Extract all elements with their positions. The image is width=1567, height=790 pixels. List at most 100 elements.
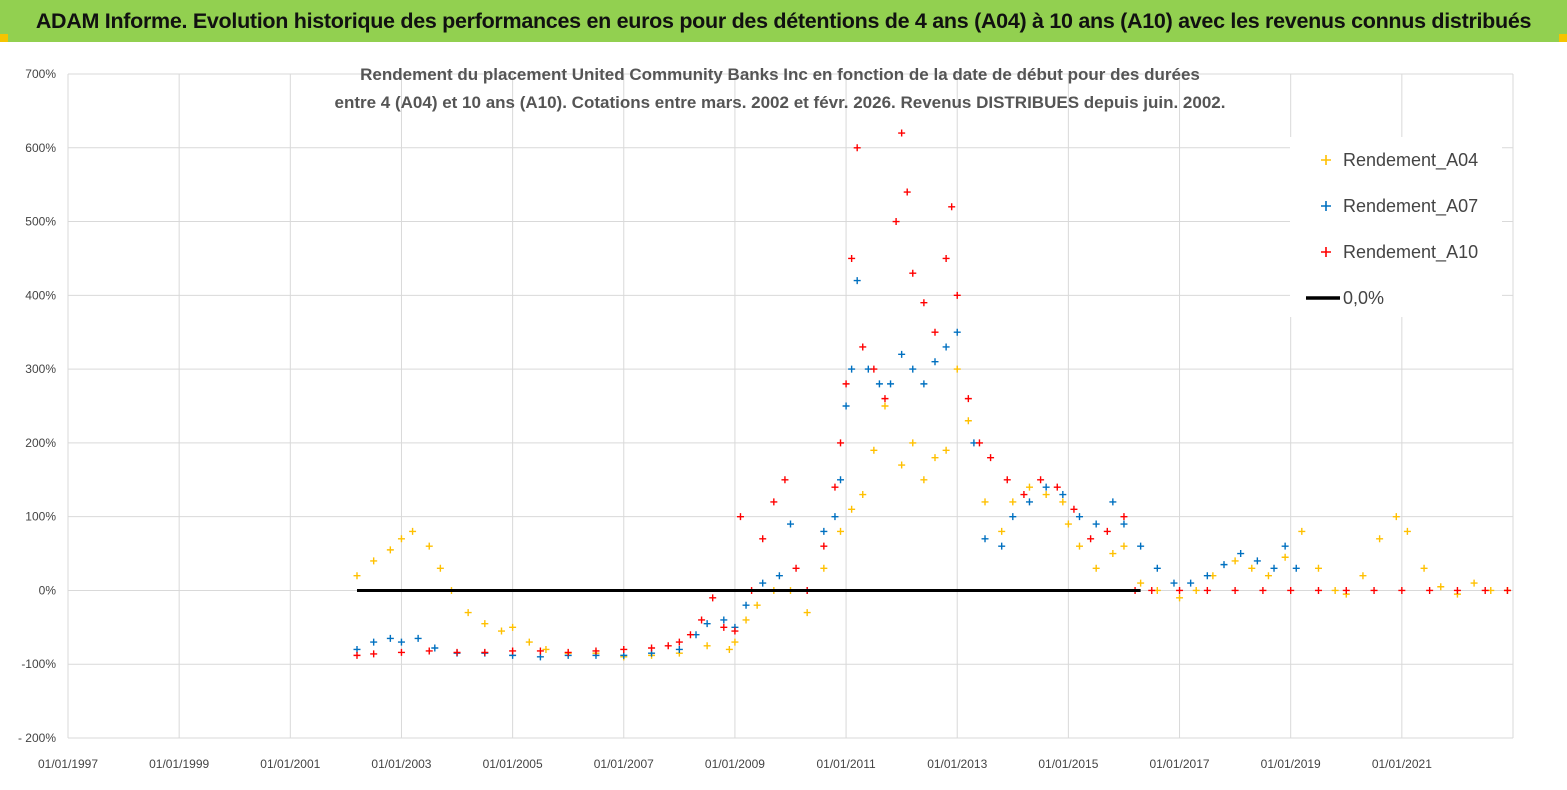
data-point (1342, 586, 1350, 594)
data-point (1231, 586, 1239, 594)
data-point (742, 616, 750, 624)
data-point (1314, 586, 1322, 594)
data-point (425, 647, 433, 655)
data-point (1025, 483, 1033, 491)
data-point (881, 402, 889, 410)
data-point (386, 546, 394, 554)
data-point (1076, 513, 1083, 521)
data-point (453, 648, 461, 656)
data-point (920, 299, 928, 307)
data-point (1103, 527, 1111, 535)
data-point (1231, 557, 1239, 565)
data-point (1287, 586, 1295, 594)
legend-label: Rendement_A10 (1343, 242, 1478, 263)
data-point (1192, 586, 1200, 594)
legend-marker-Rendement_A07 (1321, 201, 1331, 211)
data-point (898, 350, 906, 358)
data-point (698, 616, 706, 624)
x-tick-label: 01/01/2011 (816, 757, 875, 771)
data-point (536, 653, 544, 661)
data-point (1137, 579, 1145, 587)
data-point (953, 328, 961, 336)
chart-svg: - 200% -100% 0% 100% 200% 300% 400% 500% 600% 700… (18, 65, 1514, 771)
data-point (1148, 586, 1156, 594)
data-point (1314, 564, 1322, 572)
data-point (703, 642, 711, 650)
data-point (1259, 586, 1267, 594)
legend-label: 0,0% (1343, 288, 1384, 308)
data-point (509, 647, 517, 655)
data-point (820, 542, 828, 550)
banner-corner-left (0, 34, 8, 42)
chart-title-line-1: Rendement du placement United Community … (360, 65, 1200, 84)
data-point (1264, 572, 1272, 580)
x-tick-label: 01/01/2003 (371, 757, 431, 771)
data-point (1092, 564, 1100, 572)
x-tick-label: 01/01/2021 (1372, 757, 1432, 771)
data-point (759, 579, 767, 587)
data-point (1248, 564, 1256, 572)
data-point (892, 218, 900, 226)
data-point (942, 254, 950, 262)
data-point (1003, 476, 1011, 484)
data-point (920, 380, 928, 388)
data-point (981, 498, 989, 506)
data-point (837, 439, 845, 447)
y-tick-label: 200% (25, 436, 56, 450)
data-point (1359, 572, 1367, 580)
data-point (370, 650, 378, 658)
data-point (1120, 520, 1128, 528)
data-point (431, 644, 439, 652)
data-point (964, 395, 972, 403)
data-point (1037, 476, 1045, 484)
data-point (842, 380, 850, 388)
data-point (775, 572, 783, 580)
legend-label: Rendement_A07 (1343, 196, 1478, 217)
x-tick-label: 01/01/2019 (1261, 757, 1321, 771)
data-point (759, 535, 767, 543)
data-point (620, 651, 628, 659)
data-point (1053, 483, 1061, 491)
data-point (1059, 491, 1067, 499)
data-point (898, 129, 906, 137)
data-point (1253, 557, 1261, 565)
data-point (648, 644, 656, 652)
data-series (353, 129, 1511, 661)
data-point (481, 648, 489, 656)
data-point (820, 564, 828, 572)
data-point (1087, 535, 1095, 543)
data-point (397, 648, 405, 656)
data-point (397, 535, 405, 543)
y-tick-label: 100% (25, 510, 56, 524)
data-point (414, 634, 422, 642)
data-point (1153, 564, 1161, 572)
data-point (1176, 594, 1184, 602)
data-point (1170, 579, 1178, 587)
data-point (1281, 542, 1289, 550)
legend: Rendement_A04 Rendement_A07 Rendement_A10 0… (1290, 137, 1502, 317)
data-point (564, 648, 572, 656)
data-point (1137, 542, 1145, 550)
data-point (842, 402, 850, 410)
data-point (409, 527, 417, 535)
data-point (1470, 579, 1478, 587)
data-point (1187, 579, 1195, 587)
data-point (1420, 564, 1428, 572)
data-point (1237, 550, 1245, 558)
data-point (881, 395, 889, 403)
data-point (1042, 491, 1050, 499)
data-point (1009, 513, 1017, 521)
data-point (1331, 586, 1339, 594)
data-point (975, 439, 983, 447)
data-point (736, 513, 744, 521)
data-point (675, 645, 683, 653)
data-point (353, 651, 361, 659)
data-point (353, 572, 361, 580)
data-point (859, 491, 867, 499)
data-point (898, 461, 906, 469)
data-point (792, 564, 800, 572)
data-point (686, 631, 694, 639)
data-point (848, 365, 856, 373)
data-point (909, 365, 917, 373)
data-point (875, 380, 883, 388)
